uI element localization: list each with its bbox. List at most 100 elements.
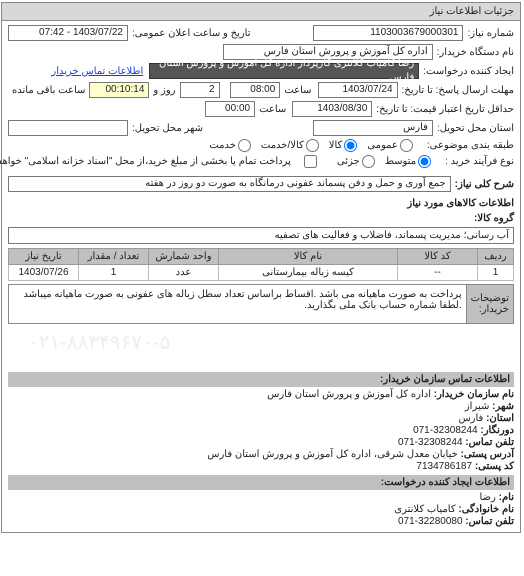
col-row: ردیف — [479, 249, 515, 265]
kv-org: نام سازمان خریدار: اداره کل آموزش و پرور… — [9, 389, 515, 400]
pay-opt-mid[interactable]: متوسط — [386, 155, 432, 168]
class-radio-goods[interactable] — [307, 139, 320, 152]
tel-v: 32308244-071 — [399, 437, 464, 448]
kv-tel: تلفن تماس: 32308244-071 — [9, 437, 515, 448]
table-row: 1 -- کیسه زباله بیمارستانی عدد 1 1403/07… — [10, 265, 515, 281]
row-resp-deadline: مهلت ارسال پاسخ: تا تاریخ: 1403/07/24 سا… — [9, 82, 515, 98]
buyer-org-label: نام دستگاه خریدار: — [438, 47, 515, 58]
addr-v: خیابان معدل شرقی، اداره کل آموزش و پرورش… — [208, 449, 459, 460]
class-opt-all[interactable]: کالا — [330, 139, 359, 152]
cell-row: 1 — [479, 265, 515, 281]
req-no-field: 1103003679000301 — [314, 25, 464, 41]
valid-until-label: حداقل تاریخ اعتبار قیمت: تا تاریخ: — [377, 104, 515, 115]
cell-code: -- — [399, 265, 479, 281]
col-name: نام کالا — [220, 249, 399, 265]
buyer-contact-link[interactable]: اطلاعات تماس خریدار — [52, 66, 144, 77]
pay-opt-mid-label: متوسط — [386, 156, 417, 167]
resp-days-field: 2 — [181, 82, 221, 98]
deliver-prov-label: استان محل تحویل: — [438, 123, 515, 134]
fax-v: 32308244-071 — [414, 425, 479, 436]
class-radio-service[interactable] — [239, 139, 252, 152]
row-classification: طبقه بندی موضوعی: عمومی کالا کالا/خدمت خ… — [9, 139, 515, 152]
ctel-k: تلفن تماس: — [466, 516, 515, 527]
watermark-area: ۰۲۱-۸۸۳۴۹۶۷۰-۵ — [9, 326, 515, 362]
class-opt-all-label: کالا — [330, 140, 344, 151]
treasury-checkbox[interactable] — [305, 155, 318, 168]
row-subject: شرح کلی نیاز: جمع آوری و حمل و دفن پسمان… — [9, 176, 515, 192]
group-desc: آب رسانی؛ مدیریت پسماند، فاضلاب و فعالیت… — [9, 227, 515, 244]
org-k: نام سازمان خریدار: — [435, 389, 515, 400]
remain-label: ساعت باقی مانده — [13, 85, 86, 96]
kv-city: شهر: شیراز — [9, 401, 515, 412]
pay-label: نوع فرآیند خرید : — [446, 156, 515, 167]
kv-ctel: تلفن تماس: 32280080-071 — [9, 516, 515, 527]
buyer-note-text: پرداخت به صورت ماهیانه می باشد .اقساط بر… — [10, 285, 467, 323]
col-date: تاریخ نیاز — [10, 249, 80, 265]
class-label: طبقه بندی موضوعی: — [428, 140, 515, 151]
col-code: کد کالا — [399, 249, 479, 265]
days-word: روز و — [154, 85, 176, 96]
class-opt-goods[interactable]: کالا/خدمت — [262, 139, 320, 152]
class-opt-service[interactable]: خدمت — [210, 139, 252, 152]
valid-time-field: 00:00 — [206, 101, 256, 117]
pay-radio-mid[interactable] — [419, 155, 432, 168]
kv-zip: کد پستی: 7134786187 — [9, 461, 515, 472]
form-area: شماره نیاز: 1103003679000301 تاریخ و ساع… — [3, 21, 521, 368]
deliver-city-field — [9, 120, 129, 136]
city-k: شهر: — [493, 401, 515, 412]
time-label-2: ساعت — [260, 104, 287, 115]
requester-field: رضا کامیاب کلانتری کارپرداز اداره کل آمو… — [150, 63, 420, 79]
kv-lname: نام خانوادگی: کامیاب کلانتری — [9, 504, 515, 515]
row-req-no: شماره نیاز: 1103003679000301 تاریخ و ساع… — [9, 25, 515, 41]
lname-k: نام خانوادگی: — [459, 504, 515, 515]
city-v: شیراز — [466, 401, 491, 412]
zip-k: کد پستی: — [476, 461, 515, 472]
buyer-note-label: توضیحات خریدار: — [467, 285, 514, 323]
deliver-prov-field: فارس — [314, 120, 434, 136]
tel-k: تلفن تماس: — [466, 437, 515, 448]
row-deliver-prov: استان محل تحویل: فارس شهر محل تحویل: — [9, 120, 515, 136]
fax-k: دورنگار: — [481, 425, 515, 436]
pay-radio-low[interactable] — [363, 155, 376, 168]
fname-k: نام: — [500, 492, 515, 503]
resp-date-field: 1403/07/24 — [319, 82, 399, 98]
addr-k: آدرس پستی: — [462, 449, 515, 460]
cell-name: کیسه زباله بیمارستانی — [220, 265, 399, 281]
lname-v: کامیاب کلانتری — [395, 504, 456, 515]
row-group: گروه کالا: — [9, 213, 515, 224]
resp-deadline-label: مهلت ارسال پاسخ: تا تاریخ: — [403, 85, 515, 96]
class-opt-general[interactable]: عمومی — [368, 139, 414, 152]
col-unit: واحد شمارش — [150, 249, 220, 265]
resp-time-field: 08:00 — [231, 82, 281, 98]
buyer-note-box: توضیحات خریدار: پرداخت به صورت ماهیانه م… — [9, 284, 515, 324]
subject-field: جمع آوری و حمل و دفن پسماند عفونی درمانگ… — [9, 176, 452, 192]
items-header-row: ردیف کد کالا نام کالا واحد شمارش تعداد /… — [10, 249, 515, 265]
ctel-v: 32280080-071 — [399, 516, 464, 527]
goods-section-title: اطلاعات کالاهای مورد نیاز — [9, 198, 515, 209]
row-valid-until: حداقل تاریخ اعتبار قیمت: تا تاریخ: 1403/… — [9, 101, 515, 117]
row-payment: نوع فرآیند خرید : متوسط جزئی پرداخت تمام… — [9, 155, 515, 168]
row-requester: ایجاد کننده درخواست: رضا کامیاب کلانتری … — [9, 63, 515, 79]
pay-opt-low[interactable]: جزئی — [338, 155, 376, 168]
time-label-1: ساعت — [285, 85, 312, 96]
prov-v: فارس — [459, 413, 484, 424]
details-panel: جزئیات اطلاعات نیاز شماره نیاز: 11030036… — [2, 2, 522, 533]
kv-addr: آدرس پستی: خیابان معدل شرقی، اداره کل آم… — [9, 449, 515, 460]
items-table: ردیف کد کالا نام کالا واحد شمارش تعداد /… — [9, 248, 515, 281]
subject-label: شرح کلی نیاز: — [456, 179, 515, 190]
kv-fax: دورنگار: 32308244-071 — [9, 425, 515, 436]
resp-remain-field: 00:10:14 — [90, 82, 150, 98]
class-radio-all[interactable] — [345, 139, 358, 152]
pay-opt-low-label: جزئی — [338, 156, 361, 167]
class-opt-general-label: عمومی — [368, 140, 399, 151]
prov-k: استان: — [487, 413, 515, 424]
class-opt-goods-label: کالا/خدمت — [262, 140, 305, 151]
creator-header: اطلاعات ایجاد کننده درخواست: — [9, 475, 515, 490]
org-v: اداره کل آموزش و پرورش استان فارس — [268, 389, 432, 400]
class-radio-general[interactable] — [401, 139, 414, 152]
cell-qty: 1 — [80, 265, 150, 281]
watermark-text: ۰۲۱-۸۸۳۴۹۶۷۰-۵ — [29, 330, 171, 355]
deliver-city-label: شهر محل تحویل: — [133, 123, 204, 134]
ann-datetime-field: 1403/07/22 - 07:42 — [9, 25, 129, 41]
kv-prov: استان: فارس — [9, 413, 515, 424]
